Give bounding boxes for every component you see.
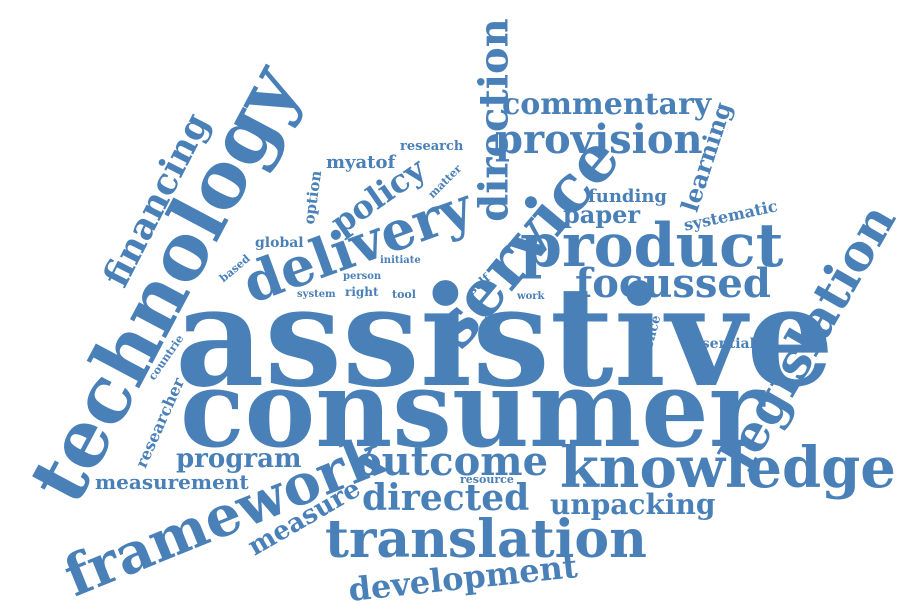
word-right: right (345, 285, 379, 299)
word-provision: provision (495, 116, 703, 163)
word-unpacking: unpacking (550, 488, 716, 521)
word-program: program (176, 444, 302, 474)
word-directed: directed (362, 477, 530, 519)
word-assistive: assistive (175, 255, 835, 418)
word-funding: funding (588, 186, 668, 207)
word-work: work (517, 291, 545, 302)
word-consumer: consumer (180, 346, 765, 471)
word-person: person (343, 271, 382, 282)
word-resource: resource (460, 473, 514, 486)
word-research: research (400, 139, 464, 154)
word-essential: essential (685, 336, 755, 352)
word-knowledge: knowledge (560, 435, 896, 501)
word-tool: tool (392, 288, 416, 301)
word-global: global (255, 235, 304, 251)
word-product: product (520, 211, 784, 281)
word-option: option (299, 169, 326, 226)
word-myatof: myatof (326, 152, 396, 173)
word-translation: translation (325, 509, 647, 570)
word-focussed: focussed (575, 260, 771, 307)
word-paper: paper (563, 200, 641, 229)
word-system: system (297, 289, 336, 300)
word-measurement: measurement (95, 470, 249, 494)
word-initiate: initiate (380, 255, 421, 266)
word-commentary: commentary (502, 87, 712, 122)
word-outcome: outcome (355, 438, 549, 485)
